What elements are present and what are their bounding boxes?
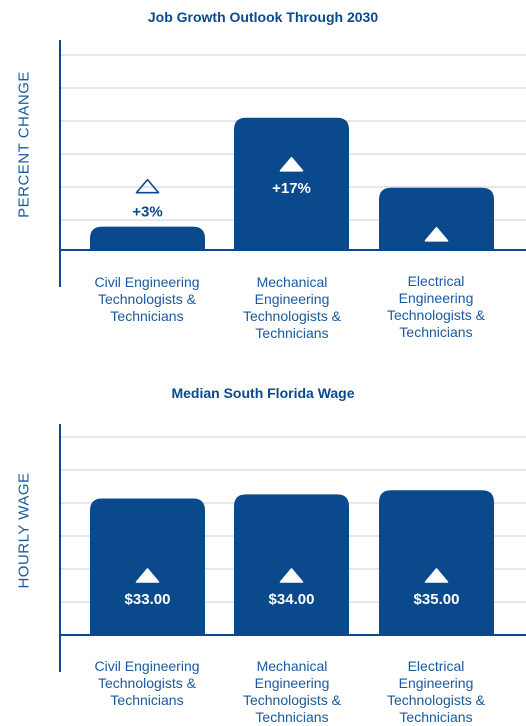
chart2-bar-2 — [234, 494, 349, 635]
chart2-up-arrow-icon-3 — [424, 568, 449, 583]
chart2-data-label-3: $35.00 — [414, 591, 460, 608]
chart2-bar-3 — [379, 490, 494, 635]
chart2-data-label-2: $34.00 — [269, 591, 315, 608]
chart1-category-label-1: Civil Engineering Technologists & Techni… — [94, 274, 200, 324]
chart1-data-label-1: +3% — [132, 204, 162, 221]
chart1-category-label-2: Mechanical Engineering Technologists & T… — [242, 274, 342, 341]
chart2-data-label-1: $33.00 — [125, 591, 171, 608]
chart2-category-label-3: Electrical Engineering Technologists & T… — [386, 658, 486, 725]
chart1-bar-1 — [90, 226, 205, 250]
chart1-bar-2 — [234, 117, 349, 251]
chart1-data-label-3: +8% — [421, 250, 451, 267]
chart1-up-arrow-icon-3 — [424, 226, 449, 242]
chart2-bar-1 — [90, 498, 205, 635]
chart2-up-arrow-icon-2 — [279, 568, 304, 583]
chart2-category-label-1: Civil Engineering Technologists & Techni… — [94, 658, 200, 708]
chart1-up-arrow-icon-2 — [279, 156, 304, 172]
chart1-data-label-2: +17% — [272, 180, 311, 197]
chart1-title: Job Growth Outlook Through 2030 — [147, 9, 379, 25]
chart2-title: Median South Florida Wage — [171, 385, 355, 401]
chart1-category-label-3: Electrical Engineering Technologists & T… — [386, 273, 486, 340]
chart2-category-label-2: Mechanical Engineering Technologists & T… — [242, 658, 342, 725]
chart1-bar-3 — [379, 187, 494, 250]
chart2-up-arrow-icon-1 — [135, 568, 160, 583]
chart1-up-arrow-icon-1 — [135, 178, 160, 194]
